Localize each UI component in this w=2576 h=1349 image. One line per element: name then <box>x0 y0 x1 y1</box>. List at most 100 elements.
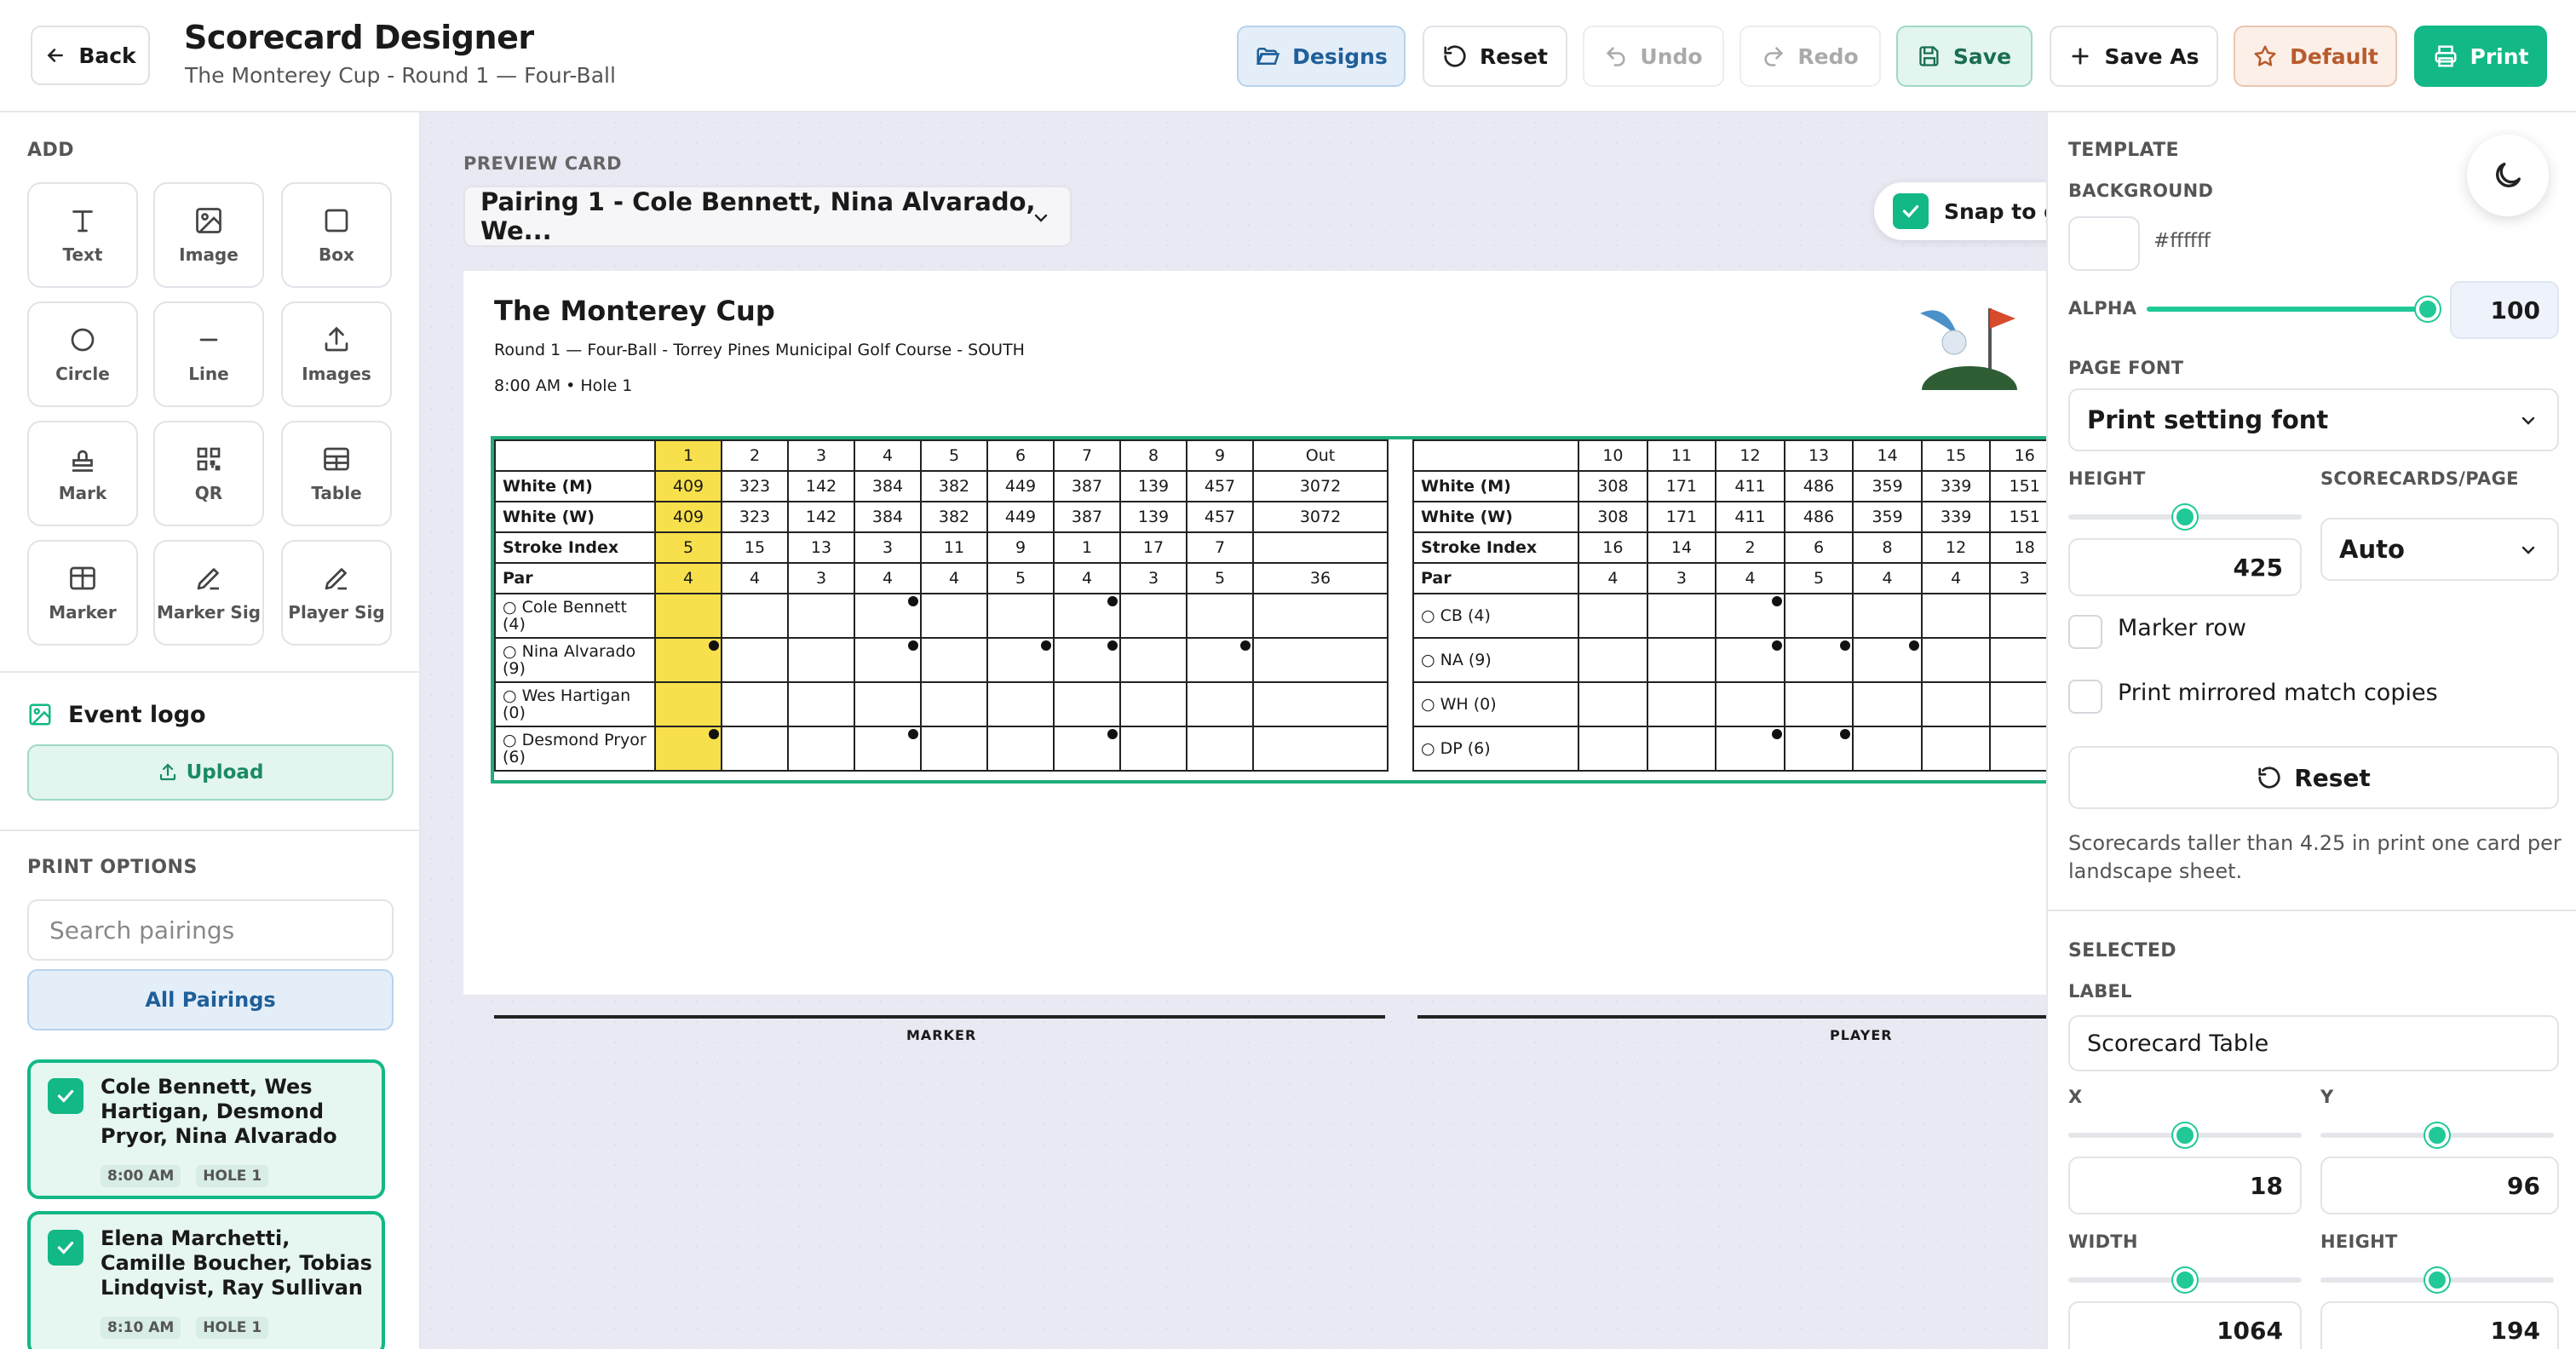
tool-player-sig[interactable]: Player Sig <box>281 540 392 646</box>
score-cell[interactable] <box>1119 637 1187 683</box>
score-cell[interactable] <box>1119 681 1187 727</box>
alpha-knob[interactable] <box>2416 297 2440 321</box>
width-slider[interactable] <box>2068 1268 2302 1292</box>
score-cell[interactable] <box>854 593 922 639</box>
score-cell[interactable] <box>1852 726 1923 772</box>
score-cell[interactable] <box>1920 593 1992 639</box>
score-cell[interactable] <box>1920 681 1992 727</box>
score-cell[interactable] <box>787 593 855 639</box>
score-cell[interactable] <box>721 637 789 683</box>
score-cell[interactable] <box>654 637 722 683</box>
snap-to-grid-toggle[interactable]: Snap to grid <box>1874 182 2046 240</box>
score-cell[interactable] <box>721 726 789 772</box>
back-button[interactable]: Back <box>31 26 150 85</box>
x-input[interactable]: 18 <box>2068 1157 2302 1214</box>
pairing-checkbox[interactable] <box>48 1230 83 1266</box>
score-cell[interactable] <box>1783 681 1854 727</box>
tool-line[interactable]: Line <box>153 301 264 407</box>
score-cell[interactable] <box>1646 681 1717 727</box>
score-cell[interactable] <box>1252 593 1389 639</box>
score-cell[interactable] <box>854 681 922 727</box>
tool-box[interactable]: Box <box>281 182 392 288</box>
score-cell[interactable] <box>986 681 1055 727</box>
pairing-card[interactable]: Elena Marchetti, Camille Boucher, Tobias… <box>27 1211 385 1349</box>
score-cell[interactable] <box>1252 637 1389 683</box>
score-cell[interactable] <box>1252 726 1389 772</box>
width-input[interactable]: 1064 <box>2068 1301 2302 1349</box>
all-pairings-button[interactable]: All Pairings <box>27 969 394 1030</box>
score-cell[interactable] <box>1989 681 2046 727</box>
tool-marker[interactable]: Marker <box>27 540 138 646</box>
width-knob[interactable] <box>2173 1268 2197 1292</box>
template-reset-button[interactable]: Reset <box>2068 746 2559 809</box>
print-button[interactable]: Print <box>2414 26 2547 87</box>
score-cell[interactable] <box>1186 681 1254 727</box>
score-cell[interactable] <box>654 593 722 639</box>
search-pairings-input[interactable]: Search pairings <box>27 899 394 961</box>
score-cell[interactable] <box>1715 637 1785 683</box>
score-cell[interactable] <box>1186 637 1254 683</box>
score-cell[interactable] <box>1053 637 1121 683</box>
score-cell[interactable] <box>1783 637 1854 683</box>
scorecards-per-page-select[interactable]: Auto <box>2320 518 2559 581</box>
y-input[interactable]: 96 <box>2320 1157 2559 1214</box>
score-cell[interactable] <box>1646 637 1717 683</box>
save-button[interactable]: Save <box>1896 26 2033 87</box>
height-input[interactable]: 425 <box>2068 538 2302 596</box>
score-cell[interactable] <box>1989 637 2046 683</box>
alpha-input[interactable]: 100 <box>2450 281 2559 339</box>
redo-button[interactable]: Redo <box>1739 26 1881 87</box>
background-color-swatch[interactable] <box>2068 216 2140 271</box>
score-cell[interactable] <box>1989 726 2046 772</box>
x-knob[interactable] <box>2173 1123 2197 1147</box>
score-cell[interactable] <box>1852 637 1923 683</box>
score-cell[interactable] <box>787 726 855 772</box>
score-cell[interactable] <box>1852 593 1923 639</box>
undo-button[interactable]: Undo <box>1583 26 1724 87</box>
score-cell[interactable] <box>920 681 988 727</box>
y-knob[interactable] <box>2425 1123 2449 1147</box>
score-cell[interactable] <box>1053 726 1121 772</box>
preview-card-select[interactable]: Pairing 1 - Cole Bennett, Nina Alvarado,… <box>463 186 1072 247</box>
height-knob[interactable] <box>2173 505 2197 529</box>
snap-checkbox[interactable] <box>1893 193 1929 229</box>
tool-circle[interactable]: Circle <box>27 301 138 407</box>
score-cell[interactable] <box>920 593 988 639</box>
mirrored-copies-checkbox[interactable] <box>2068 680 2102 714</box>
score-cell[interactable] <box>1053 681 1121 727</box>
pairing-card[interactable]: Cole Bennett, Wes Hartigan, Desmond Pryo… <box>27 1059 385 1199</box>
score-cell[interactable] <box>1119 726 1187 772</box>
score-cell[interactable] <box>1119 593 1187 639</box>
score-cell[interactable] <box>986 593 1055 639</box>
upload-button[interactable]: Upload <box>27 744 394 801</box>
score-cell[interactable] <box>1578 637 1648 683</box>
tool-table[interactable]: Table <box>281 421 392 526</box>
score-cell[interactable] <box>1578 593 1648 639</box>
score-cell[interactable] <box>721 681 789 727</box>
tool-text[interactable]: Text <box>27 182 138 288</box>
score-cell[interactable] <box>1852 681 1923 727</box>
tool-image[interactable]: Image <box>153 182 264 288</box>
score-cell[interactable] <box>854 637 922 683</box>
score-cell[interactable] <box>920 637 988 683</box>
element-height-slider[interactable] <box>2320 1268 2554 1292</box>
x-slider[interactable] <box>2068 1123 2302 1147</box>
score-cell[interactable] <box>1715 681 1785 727</box>
score-cell[interactable] <box>986 726 1055 772</box>
element-height-input[interactable]: 194 <box>2320 1301 2559 1349</box>
score-cell[interactable] <box>854 726 922 772</box>
score-cell[interactable] <box>1920 637 1992 683</box>
score-cell[interactable] <box>1252 681 1389 727</box>
score-cell[interactable] <box>1186 593 1254 639</box>
score-cell[interactable] <box>920 726 988 772</box>
reset-button[interactable]: Reset <box>1423 26 1567 87</box>
marker-row-checkbox[interactable] <box>2068 615 2102 649</box>
scorecard-preview[interactable]: The Monterey Cup Round 1 — Four-Ball - T… <box>463 271 2046 1043</box>
score-cell[interactable] <box>1578 681 1648 727</box>
designs-button[interactable]: Designs <box>1237 26 1406 87</box>
tool-images[interactable]: Images <box>281 301 392 407</box>
score-cell[interactable] <box>787 637 855 683</box>
alpha-slider[interactable] <box>2147 297 2440 321</box>
scorecard-table-selection[interactable]: 1 2 3 4 5 6 7 8 9 Out White (M) 409 323 142 384 382 449 3… <box>491 436 2046 784</box>
theme-toggle-button[interactable] <box>2467 135 2549 216</box>
